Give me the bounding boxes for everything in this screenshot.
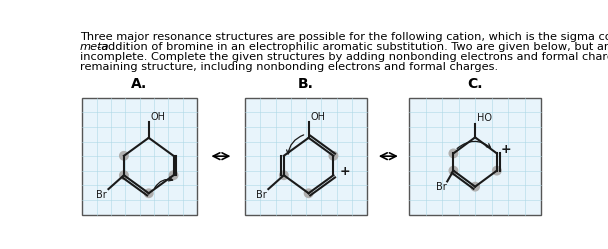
Circle shape (329, 152, 337, 160)
Circle shape (449, 166, 458, 175)
FancyArrowPatch shape (457, 141, 491, 148)
Text: Three major resonance structures are possible for the following cation, which is: Three major resonance structures are pos… (80, 32, 608, 42)
Text: +: + (501, 143, 511, 156)
Circle shape (305, 189, 313, 197)
FancyArrowPatch shape (286, 135, 303, 154)
Text: Br: Br (256, 190, 267, 200)
Text: Br: Br (436, 182, 446, 192)
Bar (245, 98, 367, 215)
Bar (409, 98, 541, 215)
Text: remaining structure, including nonbonding electrons and formal charges.: remaining structure, including nonbondin… (80, 62, 498, 72)
Text: HO: HO (477, 113, 492, 123)
Circle shape (492, 166, 501, 175)
Text: -addition of bromine in an electrophilic aromatic substitution. Two are given be: -addition of bromine in an electrophilic… (97, 42, 608, 52)
Text: A.: A. (131, 77, 148, 91)
Text: +: + (340, 165, 350, 178)
Circle shape (280, 171, 288, 180)
Circle shape (449, 149, 458, 158)
FancyArrowPatch shape (155, 177, 173, 188)
Text: OH: OH (310, 112, 325, 122)
Bar (82, 98, 197, 215)
Circle shape (120, 171, 128, 180)
Text: meta: meta (80, 42, 109, 52)
Circle shape (169, 171, 178, 180)
Text: C.: C. (468, 77, 483, 91)
Text: Br: Br (96, 190, 107, 200)
Text: B.: B. (299, 77, 314, 91)
Circle shape (145, 189, 153, 197)
Text: OH: OH (150, 112, 165, 122)
Circle shape (471, 183, 479, 191)
Text: incomplete. Complete the given structures by adding nonbonding electrons and for: incomplete. Complete the given structure… (80, 52, 608, 62)
Circle shape (120, 152, 128, 160)
